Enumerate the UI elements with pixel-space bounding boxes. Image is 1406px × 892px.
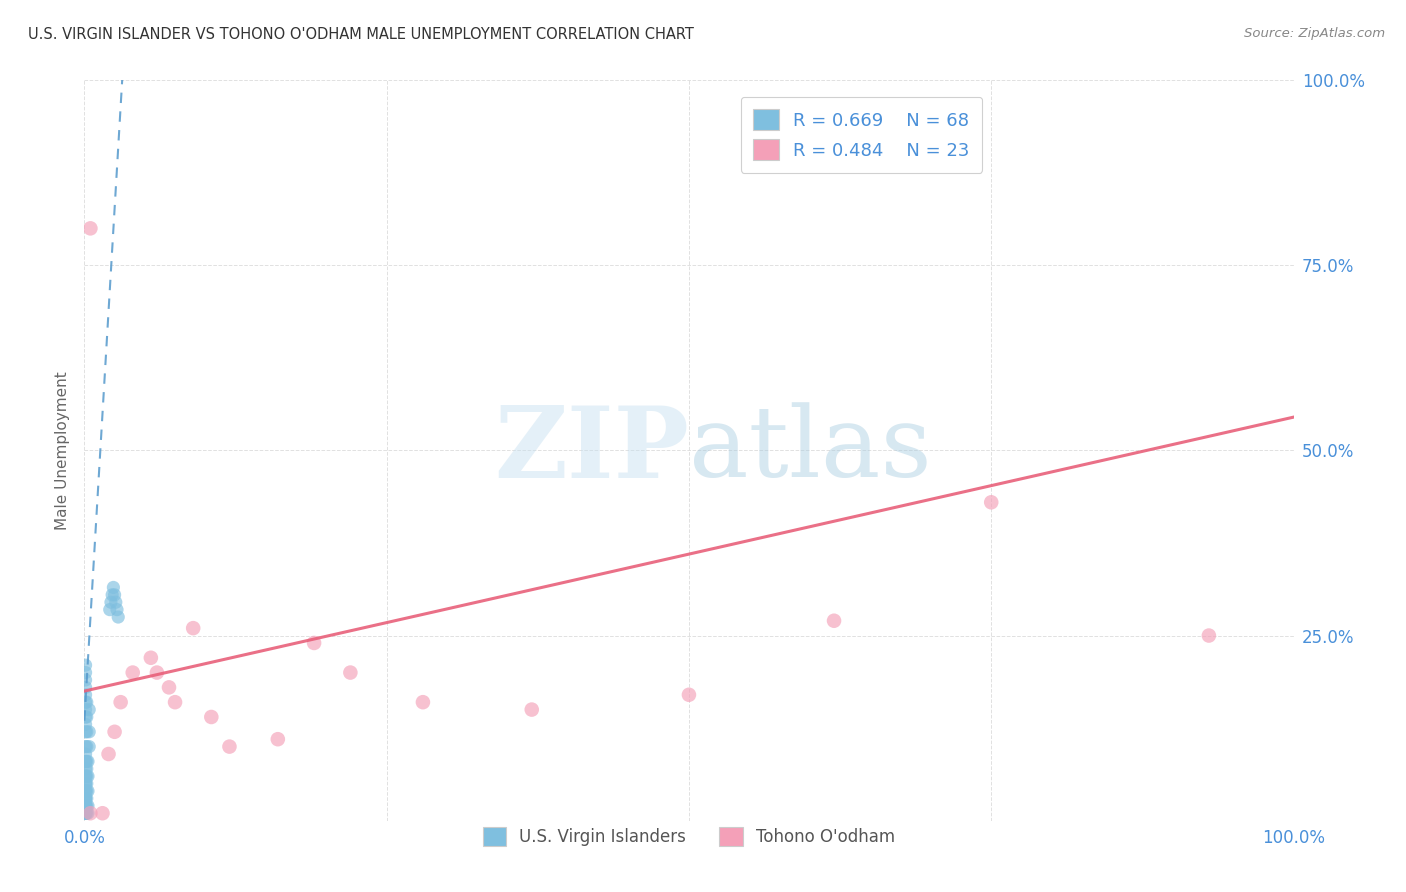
Point [76,806,98,821]
Point [75,806,97,821]
Point [101,588,124,602]
Legend: U.S. Virgin Islanders, Tohono O'odham: U.S. Virgin Islanders, Tohono O'odham [477,821,901,853]
Point [75,803,97,817]
Point [79,806,101,821]
Point [75,803,97,817]
Point [678,688,700,702]
Point [75,798,97,813]
Point [100,595,122,609]
Point [76,798,98,813]
Point [75,769,97,783]
Point [76,784,98,798]
Point [75,688,97,702]
Point [200,710,222,724]
Point [75,798,97,813]
Point [75,703,97,717]
Point [75,755,97,769]
Point [139,650,162,665]
Point [110,695,132,709]
Point [105,602,128,616]
Point [75,665,97,680]
Point [75,776,97,791]
Point [76,739,98,754]
Text: atlas: atlas [689,402,932,499]
Point [75,747,97,761]
Text: U.S. VIRGIN ISLANDER VS TOHONO O'ODHAM MALE UNEMPLOYMENT CORRELATION CHART: U.S. VIRGIN ISLANDER VS TOHONO O'ODHAM M… [28,27,695,42]
Point [75,791,97,805]
Point [980,495,1002,509]
Point [76,776,98,791]
Point [267,732,290,747]
Point [75,776,97,791]
Point [75,791,97,805]
Point [77,769,100,783]
Point [165,695,187,709]
Point [157,681,180,695]
Point [107,610,129,624]
Point [76,769,98,783]
Point [75,791,97,805]
Point [75,806,97,821]
Point [75,717,97,731]
Point [75,798,97,813]
Point [104,724,127,739]
Point [75,762,97,776]
Point [75,806,97,821]
Point [412,695,434,709]
Point [77,724,100,739]
Point [75,724,97,739]
Point [77,806,100,821]
Point [77,798,100,813]
Point [76,695,98,709]
Point [75,806,97,821]
Point [75,806,97,821]
Point [75,673,97,687]
Point [121,665,143,680]
Text: ZIP: ZIP [494,402,689,499]
Point [75,695,97,709]
Point [75,806,97,821]
Point [1198,628,1220,642]
Point [520,703,543,717]
Point [823,614,845,628]
Point [75,806,97,821]
Point [104,595,127,609]
Point [75,710,97,724]
Point [77,703,100,717]
Point [181,621,204,635]
Point [98,602,121,616]
Point [302,636,325,650]
Y-axis label: Male Unemployment: Male Unemployment [55,371,70,530]
Point [339,665,361,680]
Point [75,681,97,695]
Text: Source: ZipAtlas.com: Source: ZipAtlas.com [1244,27,1385,40]
Point [104,588,127,602]
Point [77,739,100,754]
Point [79,221,101,235]
Point [103,581,125,595]
Point [77,784,100,798]
Point [76,755,98,769]
Point [75,806,97,821]
Point [76,791,98,805]
Point [75,803,97,817]
Point [75,755,97,769]
Point [97,747,120,761]
Point [76,710,98,724]
Point [76,724,98,739]
Point [75,784,97,798]
Point [91,806,114,821]
Point [218,739,240,754]
Point [146,665,169,680]
Point [76,762,98,776]
Point [75,798,97,813]
Point [75,739,97,754]
Point [75,784,97,798]
Point [75,769,97,783]
Point [75,806,97,821]
Point [75,658,97,673]
Point [77,755,100,769]
